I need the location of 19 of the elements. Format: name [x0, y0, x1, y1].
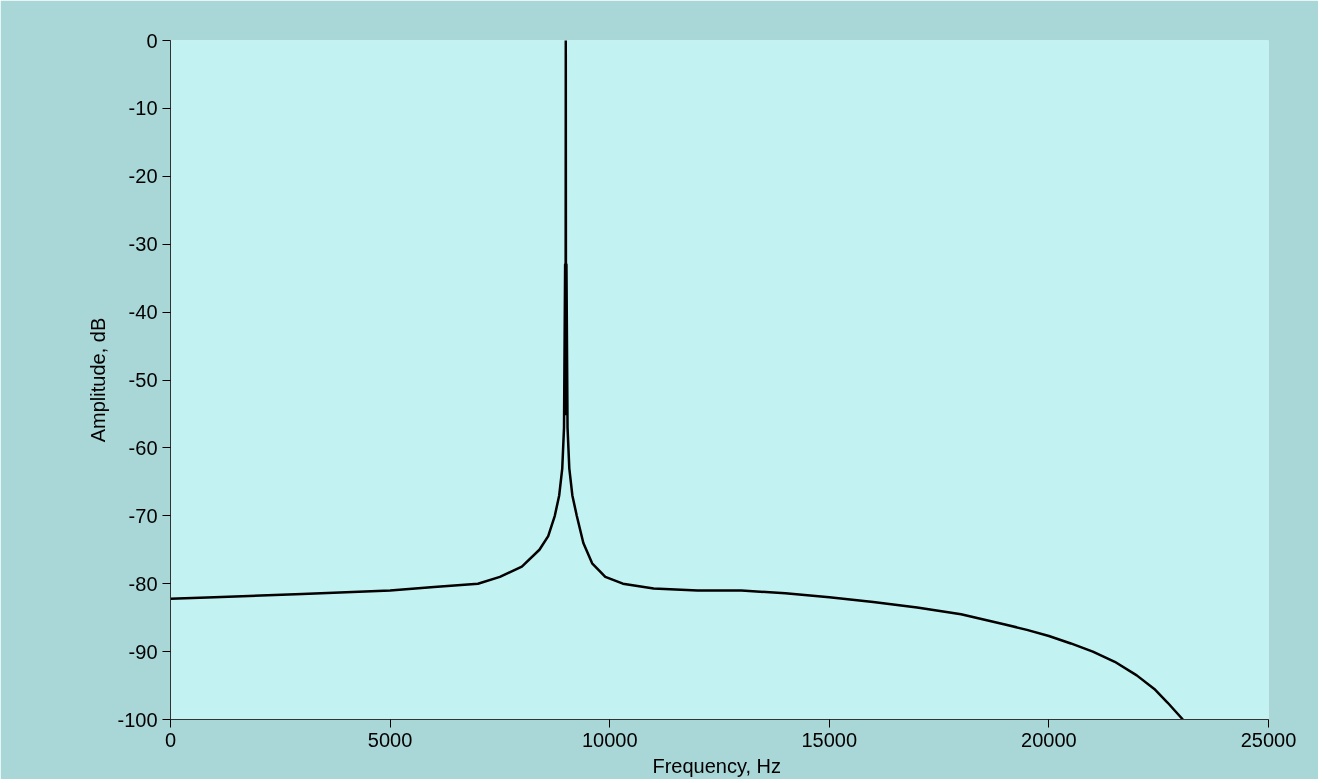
y-tick-label: -10 — [128, 97, 158, 120]
y-tick-label: -100 — [117, 708, 158, 731]
y-tick-label: -40 — [128, 301, 158, 324]
y-axis-title: Amplitude, dB — [87, 317, 110, 443]
x-tick-label: 20000 — [1021, 728, 1077, 751]
y-tick-label: -30 — [128, 233, 158, 256]
x-tick-label: 25000 — [1240, 728, 1297, 751]
y-tick-label: -70 — [128, 504, 158, 527]
y-tick-label: -50 — [128, 369, 158, 391]
y-tick-label: -60 — [128, 436, 158, 459]
x-tick-label: 15000 — [801, 728, 858, 751]
y-tick-label: 0 — [146, 29, 158, 52]
x-tick-label: 5000 — [367, 728, 413, 751]
x-tick-label: 10000 — [581, 728, 638, 751]
x-axis-title: Frequency, Hz — [652, 754, 782, 777]
x-tick-label: 0 — [164, 728, 177, 751]
y-tick-label: -80 — [128, 572, 158, 595]
y-tick-label: -90 — [128, 640, 158, 663]
y-tick-label: -20 — [128, 165, 158, 188]
